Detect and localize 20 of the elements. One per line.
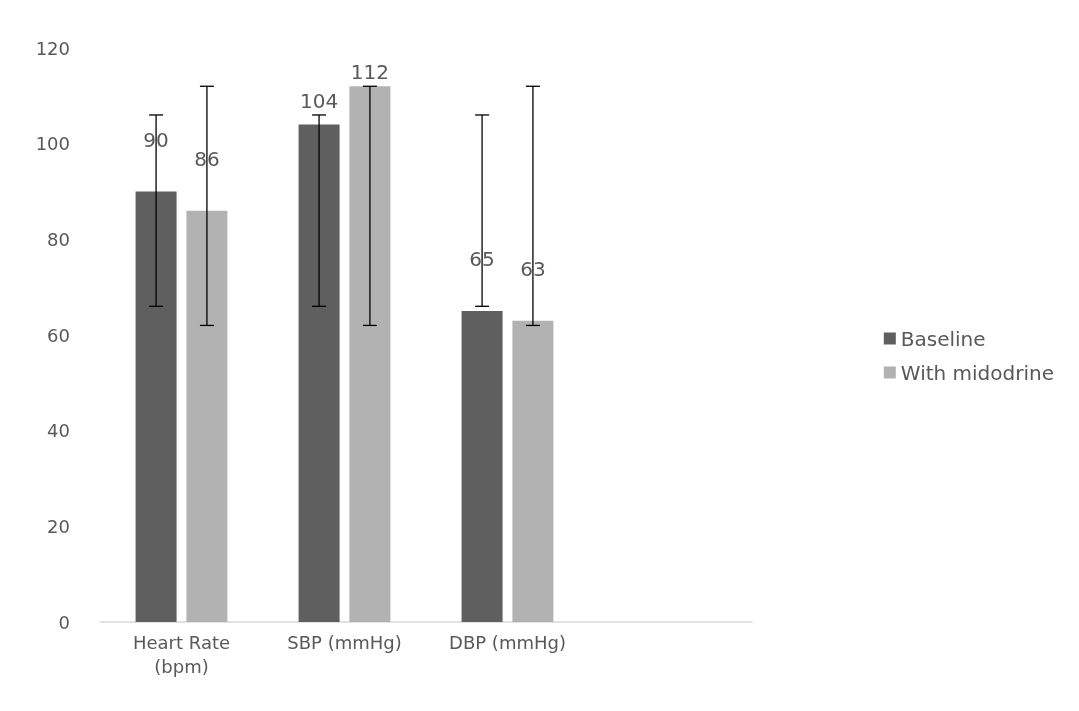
bar <box>512 320 554 622</box>
y-tick-label: 80 <box>47 228 70 250</box>
data-label: 104 <box>299 88 339 113</box>
bar <box>135 191 177 622</box>
y-tick-label: 100 <box>35 133 70 155</box>
y-tick-label: 40 <box>47 420 70 442</box>
bar <box>186 210 228 622</box>
x-tick-label: SBP (mmHg) <box>287 631 402 653</box>
bar <box>461 311 503 622</box>
bar <box>349 86 391 622</box>
legend-label: Baseline <box>900 326 986 351</box>
y-tick-label: 120 <box>35 37 70 59</box>
y-tick-label: 60 <box>47 324 70 346</box>
legend-label: With midodrine <box>900 360 1055 385</box>
x-tick-label: Heart Rate (bpm) <box>132 631 231 677</box>
y-tick-label: 20 <box>47 515 70 537</box>
y-tick-label: 0 <box>58 611 70 633</box>
x-tick-label: DBP (mmHg) <box>449 631 566 653</box>
data-label: 112 <box>350 60 390 85</box>
bar <box>298 124 340 622</box>
